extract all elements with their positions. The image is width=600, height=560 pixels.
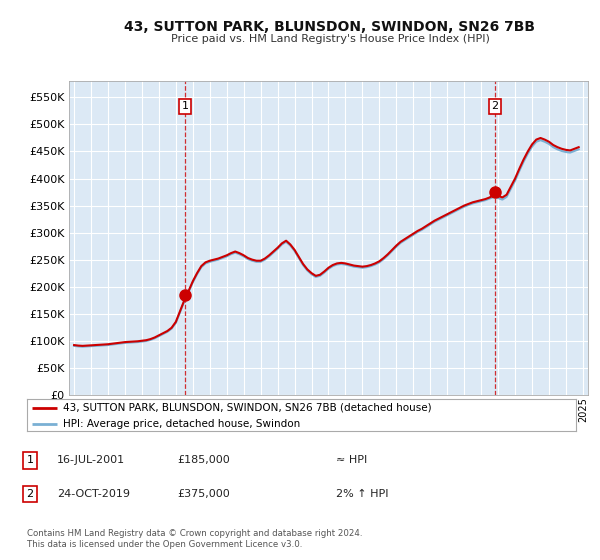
Text: 2% ↑ HPI: 2% ↑ HPI — [336, 489, 389, 499]
Text: 43, SUTTON PARK, BLUNSDON, SWINDON, SN26 7BB: 43, SUTTON PARK, BLUNSDON, SWINDON, SN26… — [125, 20, 536, 34]
Text: 2: 2 — [26, 489, 34, 499]
Text: 1: 1 — [182, 101, 188, 111]
Text: 24-OCT-2019: 24-OCT-2019 — [57, 489, 130, 499]
Text: 16-JUL-2001: 16-JUL-2001 — [57, 455, 125, 465]
Text: 2: 2 — [491, 101, 499, 111]
Text: Price paid vs. HM Land Registry's House Price Index (HPI): Price paid vs. HM Land Registry's House … — [170, 34, 490, 44]
Text: 43, SUTTON PARK, BLUNSDON, SWINDON, SN26 7BB (detached house): 43, SUTTON PARK, BLUNSDON, SWINDON, SN26… — [62, 403, 431, 413]
Text: Contains HM Land Registry data © Crown copyright and database right 2024.
This d: Contains HM Land Registry data © Crown c… — [27, 529, 362, 549]
Text: HPI: Average price, detached house, Swindon: HPI: Average price, detached house, Swin… — [62, 419, 300, 429]
Text: 1: 1 — [26, 455, 34, 465]
Text: £185,000: £185,000 — [177, 455, 230, 465]
Text: £375,000: £375,000 — [177, 489, 230, 499]
Text: ≈ HPI: ≈ HPI — [336, 455, 367, 465]
